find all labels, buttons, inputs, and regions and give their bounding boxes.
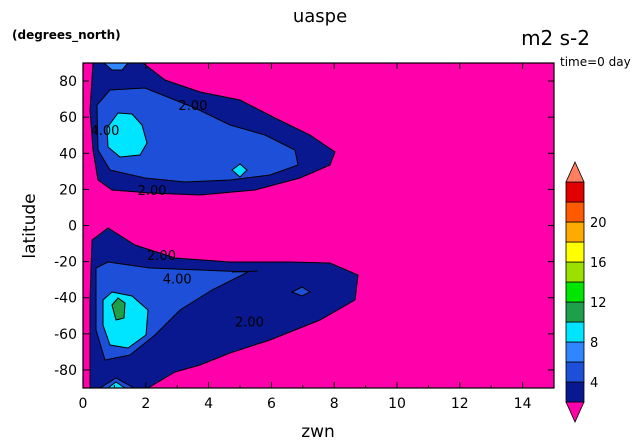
colorbar-swatch <box>565 161 585 183</box>
contour-labels: 2.00 4.00 2.00 2.00 4.00 2.00 <box>91 99 264 331</box>
x-axis: 0 2 4 6 8 10 12 14 <box>79 63 555 412</box>
x-tick-label: 12 <box>451 396 469 412</box>
chart-title: uaspe <box>292 6 348 27</box>
x-tick-label: 0 <box>79 396 88 412</box>
colorbar-swatch <box>565 381 585 403</box>
y-tick-label: -60 <box>54 327 77 343</box>
colorbar-swatch <box>565 301 585 323</box>
colorbar-swatch <box>565 241 585 263</box>
contour-label: 2.00 <box>147 249 176 264</box>
x-tick-label: 8 <box>330 396 339 412</box>
contour-label: 2.00 <box>178 99 207 114</box>
contour-label: 4.00 <box>91 124 120 139</box>
colorbar-swatch <box>565 401 585 423</box>
colorbar-tick-label: 8 <box>590 336 598 351</box>
colorbar-tick-label: 20 <box>590 216 607 231</box>
y-tick-label: -80 <box>54 363 77 379</box>
colorbar-swatch <box>565 221 585 243</box>
contour-label: 2.00 <box>235 316 264 331</box>
contour-label: 4.00 <box>163 272 192 287</box>
colorbar-swatch <box>565 261 585 283</box>
colorbar-swatch <box>565 341 585 363</box>
contour-fill-nh-6b <box>231 163 248 178</box>
x-axis-title: zwn <box>301 422 335 442</box>
colorbar-swatch <box>565 201 585 223</box>
y-tick-label: 60 <box>59 110 77 126</box>
colorbar-tick-label: 4 <box>590 376 598 391</box>
value-units-label: m2 s-2 <box>521 26 590 50</box>
contour-label: 2.00 <box>138 184 167 199</box>
x-tick-label: 14 <box>514 396 532 412</box>
colorbar-tick-label: 12 <box>590 296 607 311</box>
y-axis: -80 -60 -40 -20 0 20 40 60 80 <box>54 74 554 379</box>
colorbar-tick-label: 16 <box>590 256 607 271</box>
y-tick-label: 40 <box>59 146 77 162</box>
y-units-label: (degrees_north) <box>12 28 121 42</box>
x-tick-label: 4 <box>204 396 213 412</box>
northern-contours <box>89 62 336 196</box>
colorbar-swatch <box>565 321 585 343</box>
colorbar-swatch <box>565 281 585 303</box>
contour-line-sh-ridge <box>231 270 259 273</box>
colorbar: 4 8 12 16 20 <box>565 161 607 423</box>
southern-contours <box>89 227 359 389</box>
contour-fill-sh-small <box>290 286 312 297</box>
x-tick-label: 6 <box>267 396 276 412</box>
contour-fill-sh-8 <box>111 297 126 321</box>
y-tick-label: 20 <box>59 182 77 198</box>
y-tick-label: 80 <box>59 74 77 90</box>
y-tick-label: -20 <box>54 255 77 271</box>
x-tick-label: 2 <box>141 396 150 412</box>
time-label: time=0 day <box>560 55 631 69</box>
y-tick-label: 0 <box>68 219 77 235</box>
colorbar-swatch <box>565 361 585 383</box>
x-tick-label: 10 <box>388 396 406 412</box>
contour-fill-nh-6 <box>106 112 148 158</box>
colorbar-swatch <box>565 181 585 203</box>
y-axis-title: latitude <box>20 193 40 258</box>
contour-fill-nh-4 <box>96 87 299 183</box>
y-tick-label: -40 <box>54 291 77 307</box>
